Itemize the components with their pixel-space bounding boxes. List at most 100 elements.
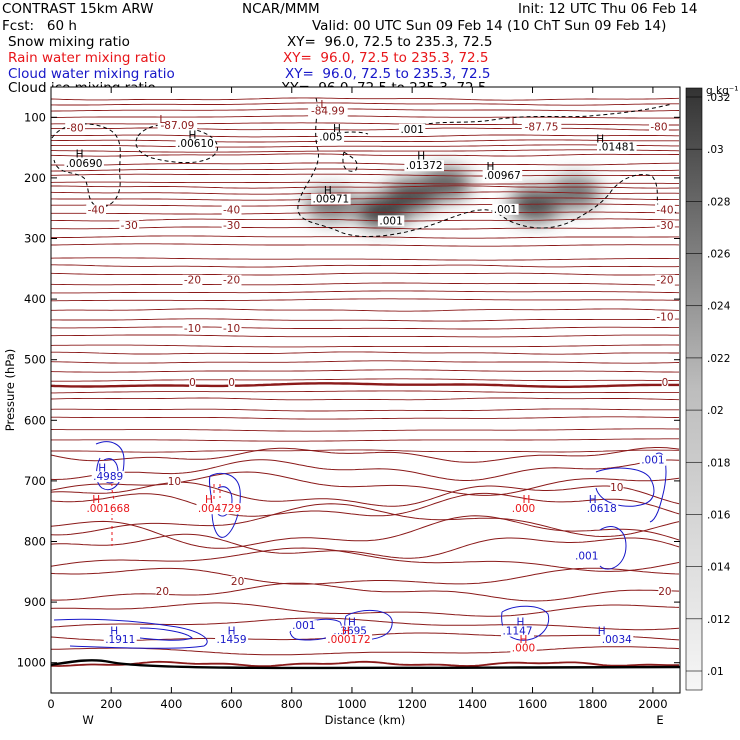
isotherm-label-bg [221,274,242,286]
isotherm-line [51,144,679,148]
isotherm-line [51,102,679,106]
center-label: NCAR/MMM [242,1,320,17]
colorbar [685,87,703,691]
isotherm-label: 20 [231,576,244,588]
isotherm-label-bg [658,586,672,598]
isotherm-line [51,447,680,463]
isotherm-line [51,602,680,617]
isotherm-label-bg [221,323,242,335]
isotherm-line [51,243,680,247]
isotherm-line [51,459,680,481]
isotherm-label-bg [661,377,669,389]
extremum-value-label: .001 [575,550,598,562]
isotherm-label-bg [119,220,140,232]
isotherm-label: -20 [223,275,240,287]
isotherm-label-bg [230,575,245,587]
extremum-marker: H [205,494,213,506]
legend-snow-xy: XY= 96.0, 72.5 to 235.3, 72.5 [287,34,493,50]
colorbar-tick-label: .012 [707,614,730,626]
east-label: E [656,713,663,727]
plot-frame [50,86,681,694]
isotherm-line [51,660,680,668]
isotherm-line [51,153,679,157]
isotherm-label-bg [65,122,85,134]
west-label: W [82,713,93,727]
colorbar-tick-label: .016 [707,509,731,521]
x-tick-label: 1600 [518,697,547,711]
isotherm-line [51,378,679,382]
isotherm-line [51,115,680,119]
isotherm-label-bg [221,204,242,216]
isotherm-label-bg [221,220,242,232]
extremum-value-label-bg [404,160,444,172]
extremum-value-label: .4989 [93,471,123,483]
isotherm-line [51,139,679,143]
extremum-value-label-bg [196,503,243,515]
cloud-water-contour [208,472,241,538]
colorbar-tick-label: .024 [707,301,731,313]
extremum-value-label: .001 [400,124,423,136]
cloud-ice-outline [51,123,121,208]
extremum-value-label-bg [91,471,125,483]
isotherm-line [51,181,679,185]
extremum-marker: H [110,626,118,638]
extremum-value-label-bg [290,620,318,632]
extremum-value-label-bg [317,131,345,143]
isotherm-label: -40 [656,204,673,216]
isotherm-line [51,416,680,420]
isotherm-line [51,185,680,189]
isotherm-label-bg [228,377,235,389]
fcst-label: Fcst: 60 h [2,18,77,34]
isotherm-line [51,127,680,131]
extremum-marker: H [342,626,350,638]
isotherm-label-bg [610,481,624,493]
extremum-marker: H [486,161,494,173]
extremum-value-label: .01481 [598,141,635,153]
extremum-value-label-bg [482,169,523,181]
extremum-value-label-bg [585,503,619,515]
extremum-value-label: .001 [641,455,664,467]
isotherm-line [51,272,680,276]
isotherm-line [51,390,679,394]
extremum-value-label: .00967 [484,170,521,182]
extremum-value-label: .000 [512,503,535,515]
isotherm-line [51,369,679,373]
cloud-water-contour [139,627,193,641]
isotherm-line [51,503,680,538]
isotherm-line [51,492,680,517]
isotherm-label: 10 [168,476,181,488]
extremum-value-label-bg [85,503,132,515]
chart-title: CONTRAST 15km ARW [2,1,154,17]
isotherm-label: -20 [184,275,201,287]
isotherm-line [51,344,680,348]
isotherm-line [51,449,679,453]
isotherm-line [51,515,680,549]
colorbar-tick-label: .032 [707,92,730,104]
isotherm-label: 10 [610,482,623,494]
x-tick-label: 400 [160,697,182,711]
extremum-marker: H [598,626,606,638]
extremum-value-label: .001 [379,215,402,227]
extremum-value-label: .004729 [198,503,241,515]
extremum-value-label-bg [510,503,537,515]
isotherm-label: 0 [189,377,196,389]
legend-rain-name: Rain water mixing ratio [8,50,166,66]
isotherm-label: -40 [88,204,105,216]
extremum-value-label: -84.99 [311,106,345,118]
isotherm-line [51,308,680,312]
isotherm-label-bg [655,220,675,232]
extremum-value-label-bg [215,634,249,646]
extremum-value-label-bg [398,123,426,135]
isotherm-line [51,97,680,101]
y-axis-label: Pressure (hPa) [3,349,17,432]
extremum-value-label: .1911 [105,634,135,646]
extremum-value-label-bg [103,634,137,646]
isotherm-line [51,533,680,559]
isotherm-label: -30 [656,220,673,232]
plot-background [51,87,680,693]
colorbar-tick-label: .022 [707,353,730,365]
extremum-value-label-bg [600,634,634,646]
extremum-marker: H [188,129,196,141]
isotherm-label: -30 [223,220,240,232]
y-tick-label: 600 [24,413,46,427]
